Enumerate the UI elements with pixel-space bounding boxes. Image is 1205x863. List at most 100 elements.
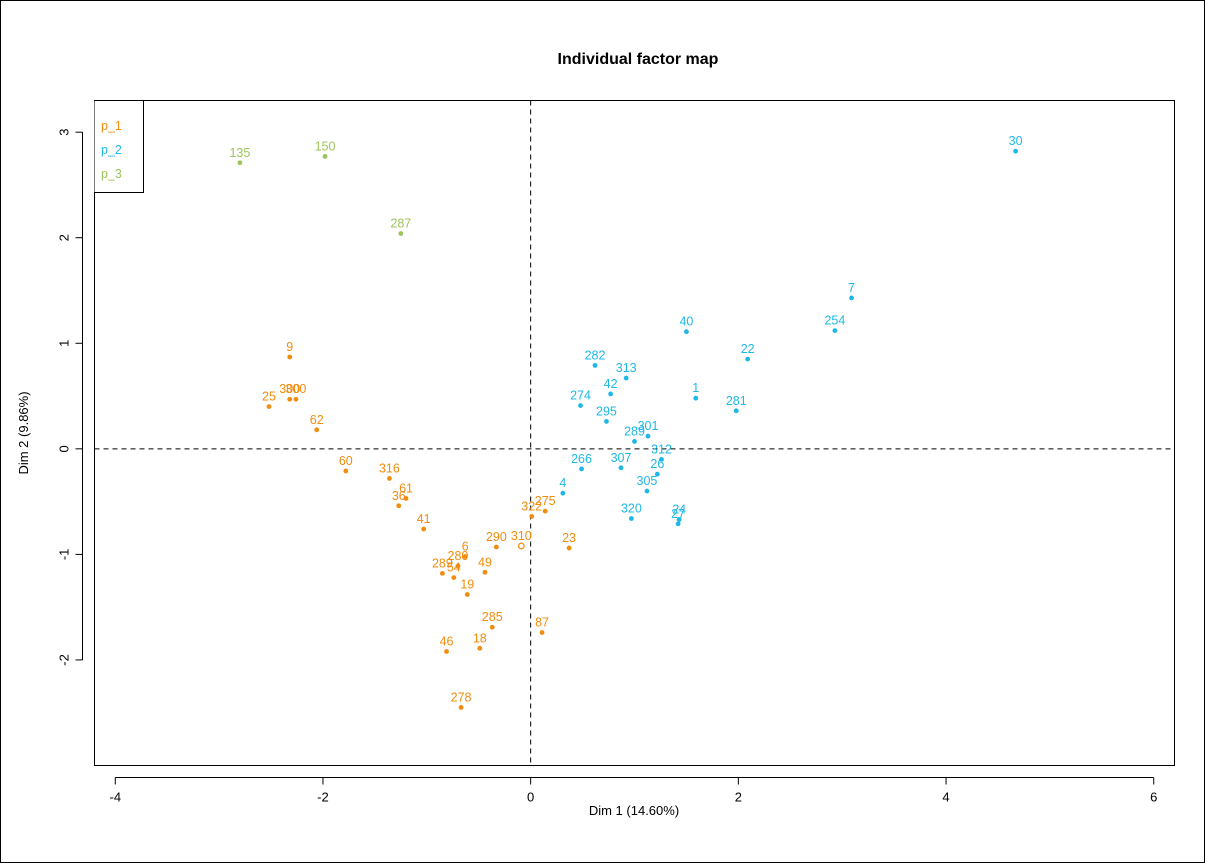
data-point (322, 154, 328, 159)
data-point (444, 649, 449, 654)
data-point (237, 160, 243, 166)
point-label: 25 (262, 390, 276, 404)
data-point (542, 508, 548, 514)
data-point (464, 592, 470, 597)
y-tick-label: 2 (57, 234, 72, 241)
data-point (566, 545, 572, 551)
point-label: 290 (486, 530, 507, 544)
point-label: 41 (417, 512, 431, 526)
data-point (849, 295, 854, 301)
data-point (539, 630, 545, 635)
point-label: 275 (535, 494, 556, 508)
reference-lines (94, 100, 1175, 766)
data-point (1013, 148, 1019, 154)
data-point (654, 471, 660, 477)
point-label: 19 (460, 578, 474, 592)
point-label: 4 (559, 476, 566, 490)
data-point (645, 433, 651, 439)
x-tick-label: -2 (317, 790, 329, 805)
y-tick-label: 1 (57, 340, 72, 347)
data-point (314, 427, 320, 433)
chart-title: Individual factor map (558, 51, 719, 68)
data-point (482, 569, 488, 575)
point-label: 278 (451, 690, 472, 704)
data-point (592, 363, 598, 368)
series-p_3: 135 150 287 (229, 139, 411, 236)
data-point (560, 490, 566, 496)
data-point (608, 391, 614, 397)
data-point (396, 503, 402, 509)
point-label: 150 (315, 139, 336, 153)
x-tick-label: 0 (527, 790, 534, 805)
point-label: 305 (637, 474, 658, 488)
point-label: 24 (672, 503, 686, 517)
point-label: 22 (741, 342, 755, 356)
point-label: 1 (692, 381, 699, 395)
x-axis-title: Dim 1 (14.60%) (589, 803, 679, 818)
data-point (628, 516, 634, 521)
data-point (398, 231, 404, 236)
data-point (632, 439, 637, 444)
y-axis-title: Dim 2 (9.86%) (16, 391, 31, 474)
point-label: 18 (473, 631, 487, 645)
point-label: 36 (392, 489, 406, 503)
point-label: 287 (390, 217, 411, 231)
data-point (693, 395, 699, 401)
data-point (832, 328, 838, 334)
y-tick-label: 3 (57, 129, 72, 136)
data-point (421, 526, 427, 532)
point-label: 42 (604, 377, 618, 391)
data-point (489, 624, 495, 630)
data-point (578, 403, 583, 408)
point-label: 46 (440, 635, 454, 649)
data-point (493, 544, 499, 550)
point-label: 312 (651, 442, 672, 456)
data-point (439, 570, 445, 576)
x-tick-label: 4 (942, 790, 949, 805)
x-tick-label: 2 (735, 790, 742, 805)
data-point (618, 465, 624, 471)
point-label: 27 (671, 507, 685, 521)
point-label: 295 (596, 404, 617, 418)
data-point (517, 542, 525, 550)
data-point (623, 375, 629, 381)
x-tick-label: 6 (1150, 790, 1157, 805)
point-label: 9 (286, 340, 293, 354)
data-point (343, 468, 349, 474)
data-point (287, 354, 293, 360)
data-point (529, 513, 535, 519)
point-label: 254 (824, 314, 845, 328)
y-tick-label: -1 (57, 549, 72, 561)
point-label: 313 (616, 361, 637, 375)
point-label: 49 (478, 555, 492, 569)
point-label: 40 (679, 315, 693, 329)
data-point (477, 645, 483, 651)
point-label: 307 (611, 451, 632, 465)
y-tick-label: 0 (57, 445, 72, 452)
point-label: 300 (279, 382, 300, 396)
point-label: 6 (462, 540, 469, 554)
point-label: 60 (339, 454, 353, 468)
point-label: 289 (624, 424, 645, 438)
point-label: 316 (379, 461, 400, 475)
point-label: 62 (310, 413, 324, 427)
data-point (604, 418, 609, 424)
point-label: 7 (848, 281, 855, 295)
data-point (403, 496, 409, 501)
point-label: 289 (432, 556, 453, 570)
point-label: 300 (286, 382, 307, 396)
point-label: 301 (638, 419, 659, 433)
point-label: 61 (399, 481, 413, 495)
plot-area (94, 100, 1175, 766)
data-point (266, 404, 272, 410)
point-label: 285 (482, 610, 503, 624)
point-label: 322 (521, 499, 542, 513)
legend-entry: p_3 (101, 167, 122, 181)
point-label: 266 (571, 452, 592, 466)
point-label: 274 (570, 389, 591, 403)
data-point (659, 456, 664, 462)
